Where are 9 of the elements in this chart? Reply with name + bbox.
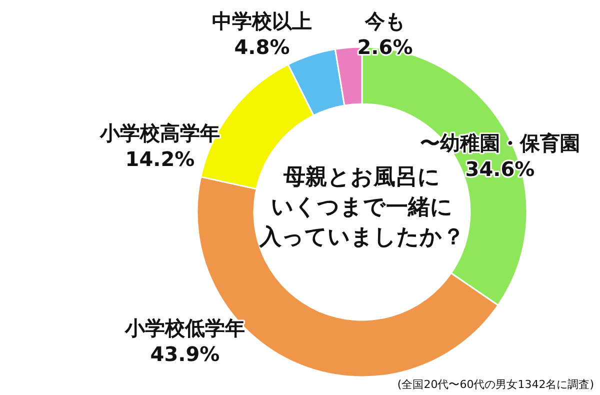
data-label: 43.9%	[150, 342, 220, 366]
slice-label: 小学校高学年	[99, 121, 220, 145]
text: (全国20代〜60代の男女1342名に調査)	[397, 378, 594, 391]
text: 母親とお風呂にいくつまで一緒に入っていましたか？	[258, 165, 464, 250]
slice-label: 今も	[364, 9, 405, 33]
slice-label: 中学校以上	[212, 9, 312, 33]
slice-label: 小学校低学年	[124, 316, 245, 340]
data-label: 14.2%	[125, 147, 195, 171]
data-label: 4.8%	[234, 35, 290, 59]
